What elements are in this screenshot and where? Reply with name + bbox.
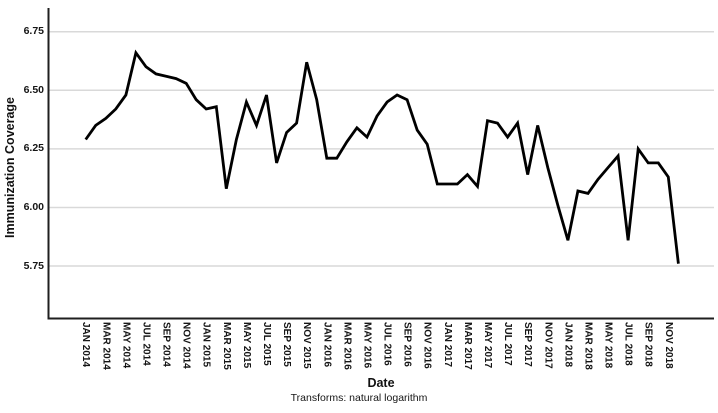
- x-tick-label: SEP 2014: [160, 322, 172, 367]
- data-line: [84, 49, 680, 264]
- y-axis-title: Immunization Coverage: [3, 97, 17, 239]
- x-tick-label: JUL 2015: [261, 322, 272, 366]
- x-tick-label: MAY 2014: [120, 322, 132, 369]
- x-tick-label: JAN 2017: [441, 322, 453, 368]
- x-tick-label: MAR 2014: [100, 322, 112, 370]
- x-tick-label: SEP 2016: [401, 322, 413, 367]
- y-tick-label: 6.25: [23, 142, 44, 155]
- x-tick-label: MAR 2018: [582, 322, 594, 370]
- x-tick-label: JAN 2018: [562, 322, 574, 368]
- x-tick-label: NOV 2015: [301, 322, 313, 369]
- x-tick-label: MAY 2017: [482, 322, 493, 369]
- x-tick-label: MAR 2016: [341, 322, 353, 370]
- y-tick-label: 6.75: [23, 25, 44, 38]
- x-tick-label: JAN 2015: [200, 322, 212, 368]
- x-tick-label: NOV 2018: [662, 322, 674, 369]
- x-tick-label: MAR 2015: [220, 322, 232, 370]
- transform-caption: Transforms: natural logarithm: [290, 392, 428, 404]
- x-tick-label: JAN 2016: [321, 322, 333, 368]
- gridlines: [48, 30, 714, 267]
- x-tick-label: NOV 2016: [421, 322, 433, 369]
- x-tick-label: SEP 2018: [642, 322, 654, 367]
- x-tick-label: MAY 2015: [240, 322, 252, 369]
- y-tick-label: 6.00: [23, 200, 44, 213]
- x-axis-title: Date: [367, 376, 395, 390]
- x-tick-label: JUL 2017: [502, 322, 514, 366]
- y-tick-label: 5.75: [23, 259, 44, 272]
- x-tick-label: JUL 2016: [381, 322, 393, 366]
- x-tick-label: SEP 2015: [281, 322, 293, 367]
- x-tick-label: MAY 2018: [602, 322, 614, 369]
- x-tick-label: MAY 2016: [361, 322, 373, 369]
- x-tick-label: MAR 2017: [461, 322, 473, 370]
- x-tick-label: NOV 2014: [180, 322, 192, 369]
- x-tick-label: JUL 2018: [622, 322, 634, 366]
- x-tick-label: NOV 2017: [542, 322, 554, 369]
- x-tick-label: SEP 2017: [522, 322, 534, 367]
- y-tick-label: 6.50: [23, 83, 44, 96]
- x-tick-label: JAN 2014: [80, 322, 92, 368]
- x-tick-label: JUL 2014: [140, 322, 152, 366]
